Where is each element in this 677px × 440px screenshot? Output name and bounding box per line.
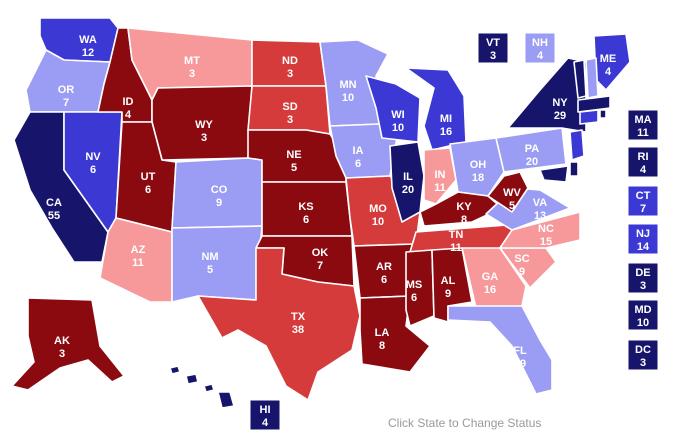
state-box-ct[interactable]: CT7 (627, 185, 659, 217)
state-box-fill (627, 299, 659, 331)
state-nc[interactable] (499, 211, 581, 249)
state-nh[interactable] (585, 57, 599, 99)
state-ks[interactable] (261, 181, 353, 237)
state-nj[interactable] (569, 129, 585, 161)
state-box-fill (627, 185, 659, 217)
state-de[interactable] (569, 161, 579, 177)
state-box-fill (627, 109, 659, 141)
state-box-fill (249, 399, 281, 431)
state-box-ri[interactable]: RI4 (627, 146, 659, 178)
state-box-vt[interactable]: VT3 (477, 32, 509, 64)
state-box-de[interactable]: DE3 (627, 262, 659, 294)
state-wv[interactable] (487, 171, 529, 213)
state-box-fill (627, 146, 659, 178)
state-ri[interactable] (599, 109, 607, 119)
state-ga[interactable] (461, 247, 527, 309)
state-ma[interactable] (577, 95, 611, 113)
state-ne[interactable] (247, 129, 347, 183)
state-shapes (11, 17, 631, 409)
state-tx[interactable] (197, 247, 361, 401)
state-ms[interactable] (405, 249, 435, 327)
state-vt[interactable] (573, 59, 587, 99)
state-ky[interactable] (419, 191, 503, 227)
state-box-nh[interactable]: NH4 (524, 32, 556, 64)
state-md[interactable] (539, 165, 569, 183)
state-pa[interactable] (495, 127, 567, 173)
state-nm[interactable] (171, 225, 263, 303)
state-box-hi[interactable]: HI4 (249, 399, 281, 431)
state-wy[interactable] (151, 85, 253, 161)
state-hi[interactable] (169, 365, 235, 409)
state-me[interactable] (593, 33, 631, 91)
state-in[interactable] (423, 147, 457, 205)
state-az[interactable] (99, 217, 173, 303)
state-ak[interactable] (11, 297, 125, 391)
state-fl[interactable] (447, 305, 553, 395)
state-mi[interactable] (405, 67, 467, 151)
state-co[interactable] (171, 157, 263, 229)
state-box-dc[interactable]: DC3 (627, 339, 659, 371)
state-box-fill (477, 32, 509, 64)
state-ct[interactable] (579, 109, 599, 125)
state-sd[interactable] (247, 85, 331, 135)
state-nd[interactable] (251, 39, 327, 87)
state-box-fill (627, 339, 659, 371)
state-box-fill (627, 223, 659, 255)
state-box-fill (524, 32, 556, 64)
state-box-fill (627, 262, 659, 294)
click-state-instruction: Click State to Change Status (388, 416, 542, 430)
